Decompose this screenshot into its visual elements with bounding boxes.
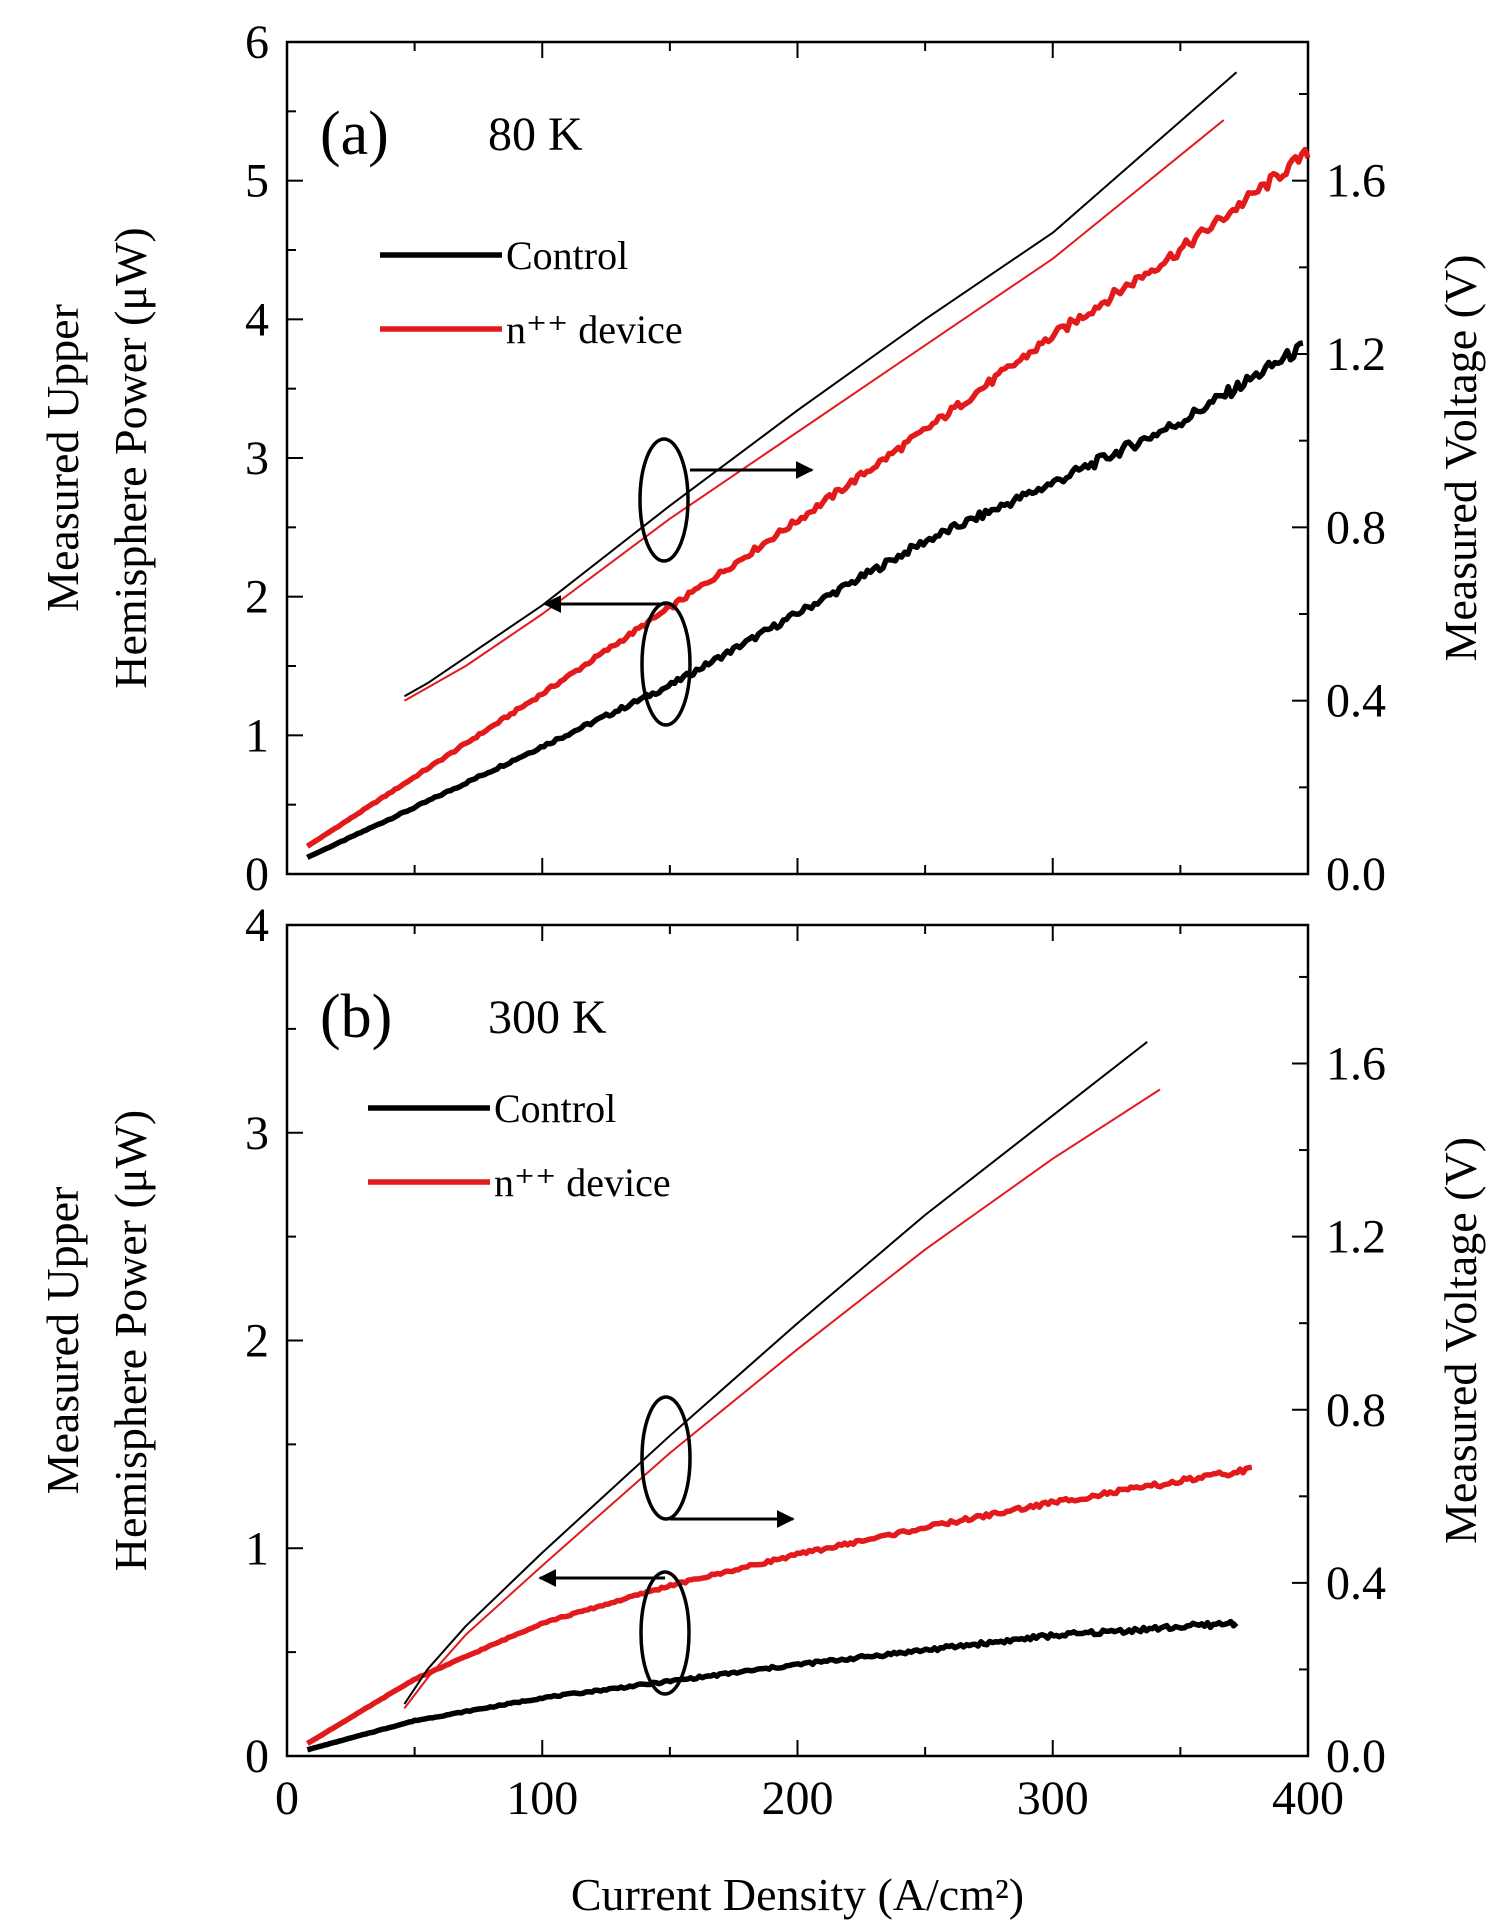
y-left-tick-label: 2 bbox=[245, 1315, 269, 1368]
y-right-tick-label: 0.8 bbox=[1326, 1384, 1386, 1437]
y-left-tick-label: 3 bbox=[245, 432, 269, 485]
legend: Control n⁺⁺ device bbox=[368, 1086, 671, 1205]
legend-label-n-device: n⁺⁺ device bbox=[506, 307, 683, 352]
y-left-tick-label: 5 bbox=[245, 155, 269, 208]
annotation-ellipse bbox=[640, 601, 692, 727]
panel-label: (a) bbox=[320, 100, 389, 168]
legend-label-control: Control bbox=[506, 233, 628, 278]
y-left-title-line2: Hemisphere Power (μW) bbox=[105, 227, 156, 689]
y-right-tick-label: 0.4 bbox=[1326, 675, 1386, 728]
x-axis-title: Current Density (A/cm²) bbox=[571, 1869, 1024, 1920]
chart-panel-b: 0 100 200 300 400 Current Density (A/cm²) 0 1 2 3… bbox=[37, 899, 1486, 1920]
annotation-ellipse bbox=[639, 1570, 691, 1696]
series-line-power-n-device bbox=[305, 146, 1311, 849]
y-left-tick-label: 4 bbox=[245, 293, 269, 346]
series-line-voltage-n-device bbox=[403, 119, 1225, 702]
y-left-tick-label: 4 bbox=[245, 899, 269, 952]
y-right-title: Measured Voltage (V) bbox=[1435, 1137, 1486, 1544]
y-right-title: Measured Voltage (V) bbox=[1435, 254, 1486, 661]
y-left-tick-label: 0 bbox=[245, 1730, 269, 1783]
y-left-tick-label: 6 bbox=[245, 16, 269, 69]
x-tick-label: 0 bbox=[275, 1772, 299, 1825]
plot-frame bbox=[285, 923, 1310, 1758]
y-right-tick-label: 1.6 bbox=[1326, 1038, 1386, 1091]
y-right-tick-label: 0.8 bbox=[1326, 501, 1386, 554]
x-tick-label: 200 bbox=[762, 1772, 834, 1825]
y-left-title-line1: Measured Upper bbox=[37, 1187, 88, 1495]
y-left-tick-label: 1 bbox=[245, 709, 269, 762]
x-tick-label: 100 bbox=[506, 1772, 578, 1825]
y-left-tick-label: 2 bbox=[245, 571, 269, 624]
y-right-tick-label: 1.2 bbox=[1326, 328, 1386, 381]
y-right-tick-label: 1.2 bbox=[1326, 1211, 1386, 1264]
y-right-tick-label: 0.0 bbox=[1326, 1730, 1386, 1783]
y-right-tick-label: 1.6 bbox=[1326, 155, 1386, 208]
legend: Control n⁺⁺ device bbox=[380, 233, 683, 352]
series-line-power-control bbox=[306, 340, 1304, 860]
temperature-label: 80 K bbox=[488, 108, 583, 161]
y-left-title-line1: Measured Upper bbox=[37, 304, 88, 612]
series-line-voltage-n-device bbox=[403, 1088, 1161, 1710]
legend-label-control: Control bbox=[494, 1086, 616, 1131]
annotation-ellipse bbox=[640, 1395, 692, 1521]
plot-frame bbox=[285, 40, 1310, 876]
y-left-tick-label: 0 bbox=[245, 848, 269, 901]
series-line-voltage-control bbox=[403, 71, 1238, 698]
y-left-tick-label: 1 bbox=[245, 1522, 269, 1575]
series-line-power-n-device bbox=[305, 1464, 1253, 1746]
x-tick-label: 300 bbox=[1017, 1772, 1089, 1825]
annotation-ellipse bbox=[638, 437, 690, 563]
y-left-title-line2: Hemisphere Power (μW) bbox=[105, 1110, 156, 1572]
series-line-power-control bbox=[306, 1618, 1239, 1753]
series-line-voltage-control bbox=[403, 1041, 1148, 1705]
panel-label: (b) bbox=[320, 983, 392, 1051]
x-tick-label: 400 bbox=[1272, 1772, 1344, 1825]
y-right-tick-label: 0.4 bbox=[1326, 1557, 1386, 1610]
y-left-tick-label: 3 bbox=[245, 1107, 269, 1160]
legend-label-n-device: n⁺⁺ device bbox=[494, 1160, 671, 1205]
temperature-label: 300 K bbox=[488, 991, 607, 1044]
y-right-tick-label: 0.0 bbox=[1326, 848, 1386, 901]
chart-panel-a: 0 1 2 3 4 5 6 0.0 0.4 0.8 1.2 1.6 Measured Upper Hemi… bbox=[37, 16, 1486, 901]
